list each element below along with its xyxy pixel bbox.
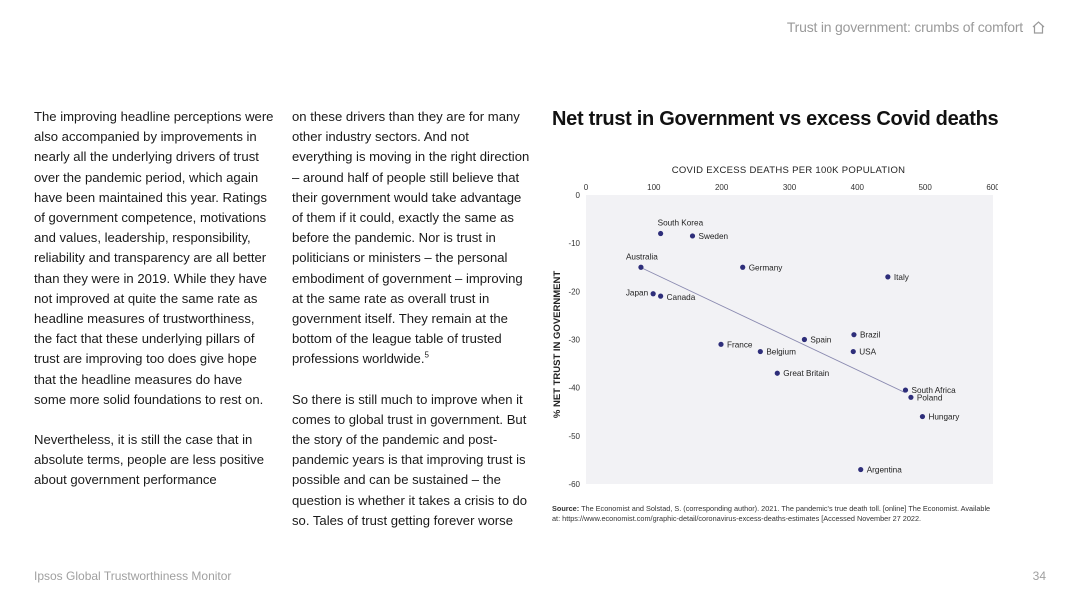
plot-area <box>586 195 993 484</box>
body-column-2: on these drivers than they are for many … <box>292 107 532 531</box>
point-label: Italy <box>894 273 910 282</box>
point-label: Brazil <box>860 331 881 340</box>
source-text: The Economist and Solstad, S. (correspon… <box>552 504 991 523</box>
point-label: Australia <box>626 252 658 261</box>
data-point <box>774 370 780 376</box>
data-point <box>858 466 864 473</box>
paragraph: The improving headline perceptions were … <box>34 109 274 407</box>
point-label: South Africa <box>911 386 956 395</box>
paragraph-text: on these drivers than they are for many … <box>292 109 530 367</box>
point-label: Japan <box>626 289 649 298</box>
y-tick-label: -40 <box>568 384 580 393</box>
footnote-marker[interactable]: 5 <box>424 351 429 361</box>
data-point <box>757 348 763 355</box>
y-tick-label: -10 <box>568 239 580 248</box>
data-point <box>650 291 656 297</box>
y-axis-label: % NET TRUST IN GOVERNMENT <box>552 271 563 418</box>
point-label: Poland <box>917 393 943 402</box>
data-point <box>902 387 909 393</box>
point-label: Argentina <box>867 466 902 475</box>
data-point <box>885 274 891 280</box>
scatter-chart: COVID EXCESS DEATHS PER 100K POPULATION 0… <box>552 165 998 489</box>
point-label: Great Britain <box>783 369 829 378</box>
point-label: France <box>727 340 753 349</box>
x-tick-label: 500 <box>918 183 932 192</box>
y-tick-label: -20 <box>568 287 580 296</box>
y-tick-label: 0 <box>576 191 581 200</box>
data-point <box>801 336 808 343</box>
data-point <box>850 348 856 355</box>
home-icon[interactable] <box>1031 20 1046 35</box>
point-label: Belgium <box>766 348 796 357</box>
paragraph: Nevertheless, it is still the case that … <box>34 432 264 488</box>
point-label: Canada <box>667 293 696 302</box>
paragraph: on these drivers than they are for many … <box>292 107 532 370</box>
y-tick-label: -50 <box>568 432 580 441</box>
x-tick-label: 200 <box>715 183 729 192</box>
point-label: Sweden <box>698 232 728 241</box>
x-tick-label: 400 <box>851 183 865 192</box>
y-tick-label: -30 <box>568 336 580 345</box>
page-number: 34 <box>1032 569 1046 583</box>
data-point <box>740 264 746 270</box>
chart-title: Net trust in Government vs excess Covid … <box>552 108 999 130</box>
point-label: USA <box>859 348 876 357</box>
data-point <box>851 332 857 338</box>
point-label: South Korea <box>658 219 704 228</box>
x-tick-label: 100 <box>647 183 661 192</box>
data-point <box>638 264 644 270</box>
footer-publication: Ipsos Global Trustworthiness Monitor <box>34 569 232 583</box>
data-point <box>908 394 914 400</box>
trendline <box>640 266 906 393</box>
y-tick-label: -60 <box>568 480 580 489</box>
data-point <box>658 230 664 237</box>
x-axis-label: COVID EXCESS DEATHS PER 100K POPULATION <box>672 165 906 176</box>
data-point <box>689 233 696 239</box>
point-label: Hungary <box>928 413 960 422</box>
x-tick-label: 0 <box>584 183 589 192</box>
source-note: Source: The Economist and Solstad, S. (c… <box>552 504 992 524</box>
page-header: Trust in government: crumbs of comfort <box>787 19 1046 35</box>
data-point <box>718 341 724 347</box>
point-label: Germany <box>749 263 784 272</box>
x-tick-label: 600 <box>986 183 998 192</box>
body-column-1: The improving headline perceptions were … <box>34 107 274 491</box>
x-tick-label: 300 <box>783 183 797 192</box>
data-point <box>919 413 926 420</box>
source-label: Source: <box>552 504 580 513</box>
point-label: Spain <box>810 336 831 345</box>
data-point <box>658 293 664 299</box>
section-title: Trust in government: crumbs of comfort <box>786 19 1023 35</box>
paragraph: So there is still much to improve when i… <box>292 391 528 528</box>
